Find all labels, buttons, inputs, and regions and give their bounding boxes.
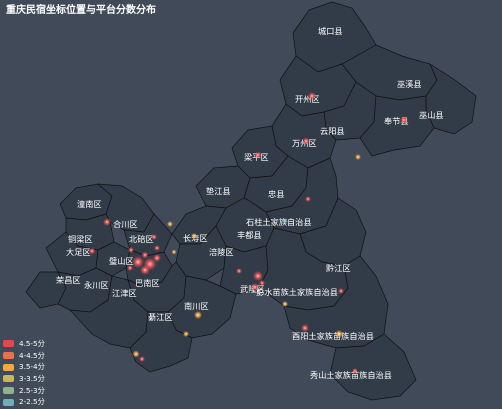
- legend-swatch: [3, 363, 14, 371]
- region-youyang[interactable]: [283, 255, 389, 349]
- label-pengshui: 彭水苗族土家族自治县: [256, 287, 338, 297]
- bnb-marker[interactable]: [139, 356, 145, 362]
- label-fengjie: 奉节县: [384, 116, 409, 126]
- map-regions: [25, 1, 477, 401]
- label-shizhu: 石柱土家族自治县: [246, 217, 312, 227]
- bnb-marker[interactable]: [132, 350, 140, 358]
- bnb-marker[interactable]: [254, 151, 262, 159]
- label-chengkou: 城口县: [318, 26, 343, 36]
- bnb-marker[interactable]: [128, 247, 134, 253]
- bnb-marker[interactable]: [151, 234, 157, 240]
- bnb-marker[interactable]: [171, 249, 177, 255]
- label-fengdu: 丰都县: [237, 230, 262, 240]
- bnb-marker[interactable]: [183, 331, 189, 337]
- label-zhongxian: 忠县: [268, 189, 284, 199]
- bnb-marker[interactable]: [355, 154, 361, 160]
- region-jiangjin[interactable]: [69, 275, 149, 349]
- legend-swatch: [3, 340, 14, 348]
- page-title: 重庆民宿坐标位置与平台分数分布: [6, 5, 156, 16]
- score-legend: 4.5-5分 4-4.5分 3.5-4分 3-3.5分 2.5-3分 2-2.5…: [3, 338, 45, 408]
- label-yongchuan: 永川区: [84, 280, 109, 290]
- label-fuling: 涪陵区: [209, 247, 234, 257]
- legend-item-2-5-to-3[interactable]: 2.5-3分: [3, 385, 45, 397]
- legend-item-3-to-3-5[interactable]: 3-3.5分: [3, 373, 45, 385]
- legend-label: 4-4.5分: [19, 350, 45, 360]
- bnb-marker[interactable]: [400, 116, 408, 124]
- label-qianjiang: 黔江区: [326, 263, 351, 273]
- legend-label: 3.5-4分: [19, 362, 45, 372]
- legend-swatch: [3, 375, 14, 383]
- label-tongnan: 潼南区: [77, 199, 102, 209]
- label-nanchuan: 南川区: [184, 301, 209, 311]
- bnb-marker[interactable]: [282, 301, 288, 307]
- bnb-marker[interactable]: [167, 221, 173, 227]
- bnb-markers: [88, 92, 408, 374]
- label-xiushan: 秀山土家族苗族自治县: [310, 370, 392, 380]
- bnb-marker[interactable]: [251, 283, 259, 291]
- legend-swatch: [3, 352, 14, 360]
- legend-label: 4.5-5分: [19, 338, 45, 348]
- bnb-marker[interactable]: [282, 218, 288, 224]
- bnb-marker[interactable]: [154, 245, 160, 251]
- legend-item-3-5-to-4[interactable]: 3.5-4分: [3, 361, 45, 373]
- region-fengjie[interactable]: [359, 95, 435, 157]
- bnb-marker[interactable]: [308, 92, 316, 100]
- label-banan: 巴南区: [135, 278, 160, 288]
- bnb-marker[interactable]: [153, 254, 161, 262]
- label-bishan: 璧山区: [109, 256, 134, 266]
- legend-swatch: [3, 387, 14, 395]
- bnb-marker[interactable]: [301, 324, 309, 332]
- label-rongchang: 荣昌区: [56, 275, 81, 285]
- label-wuxi: 巫溪县: [397, 79, 422, 89]
- label-hechuan: 合川区: [113, 219, 138, 229]
- bnb-marker[interactable]: [335, 330, 343, 338]
- label-jiangjin: 江津区: [112, 288, 137, 298]
- legend-label: 2.5-3分: [19, 385, 45, 395]
- region-qijiang[interactable]: [129, 311, 193, 373]
- legend-label: 3-3.5分: [19, 373, 45, 383]
- legend-label: 2-2.5分: [19, 397, 45, 407]
- bnb-marker[interactable]: [103, 218, 111, 226]
- legend-item-2-to-2-5[interactable]: 2-2.5分: [3, 396, 45, 408]
- bnb-marker[interactable]: [194, 311, 202, 319]
- bnb-marker[interactable]: [305, 196, 311, 202]
- region-wushan[interactable]: [425, 63, 477, 135]
- legend-swatch: [3, 398, 14, 406]
- bnb-marker[interactable]: [338, 288, 344, 294]
- label-kaizhou: 开州区: [295, 94, 320, 104]
- label-qijiang: 綦江区: [148, 312, 173, 322]
- label-wushan: 巫山县: [419, 110, 444, 120]
- bnb-marker[interactable]: [127, 265, 133, 271]
- bnb-marker[interactable]: [236, 268, 242, 274]
- label-tongliang: 铜梁区: [68, 234, 93, 244]
- label-dazu: 大足区: [66, 247, 91, 257]
- label-yunyang: 云阳县: [320, 126, 345, 136]
- legend-item-4-5-to-5[interactable]: 4.5-5分: [3, 338, 45, 350]
- label-dianjiang: 垫江县: [206, 186, 231, 196]
- bnb-marker[interactable]: [140, 265, 150, 275]
- bnb-marker[interactable]: [132, 256, 144, 268]
- legend-item-4-to-4-5[interactable]: 4-4.5分: [3, 350, 45, 362]
- bnb-marker[interactable]: [302, 137, 310, 145]
- label-youyang: 酉阳土家族苗族自治县: [292, 331, 374, 341]
- region-xiushan[interactable]: [329, 333, 417, 401]
- bnb-marker[interactable]: [259, 280, 265, 286]
- bnb-marker[interactable]: [191, 233, 197, 239]
- bnb-marker[interactable]: [88, 247, 96, 255]
- label-beibei: 北碚区: [129, 234, 154, 244]
- bnb-marker[interactable]: [141, 251, 149, 259]
- bnb-marker[interactable]: [352, 368, 358, 374]
- bnb-marker[interactable]: [253, 271, 263, 281]
